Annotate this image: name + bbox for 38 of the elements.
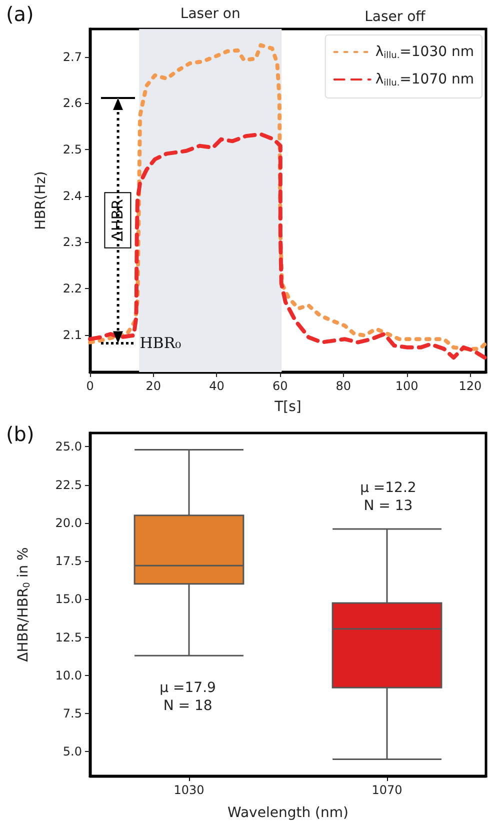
y-tick-label: 12.5 [55,630,82,644]
y-tick-label: 2.1 [62,328,82,342]
x-tick-label: 1030 [174,783,204,797]
y-tick-label: 7.5 [62,706,82,720]
text: (a) [6,2,34,26]
x-axis-title: T[s] [274,399,302,415]
y-tick-label: 10.0 [55,668,82,682]
line-series [88,43,487,351]
x-tick-label: 80 [336,379,352,393]
y-axis-title: HBR(Hz) [33,171,49,230]
x-tick-label: 120 [458,379,482,393]
line-series [88,132,487,360]
y-tick-label: 20.0 [55,516,82,530]
y-tick-label: 2.3 [62,235,82,250]
x-tick-label: 1070 [372,783,402,797]
y-tick-label: 2.2 [62,282,82,296]
annotation: μ =17.9 N = 18 [160,680,216,714]
x-tick-label: 0 [86,379,94,393]
text: Laser off [364,9,426,25]
x-axis-title: Wavelength (nm) [228,805,348,821]
y-tick-label: 22.5 [55,478,82,492]
annotation: HBR₀ [140,334,182,352]
y-tick-label: 2.7 [62,50,82,64]
x-tick-label: 100 [395,379,418,393]
x-tick-label: 60 [272,379,288,393]
x-tick-label: 40 [209,379,224,393]
y-tick-label: 25.0 [55,440,82,454]
y-tick-label: 15.0 [55,592,82,606]
y-axis-title: ΔHBR/HBR0 in % [16,547,32,662]
annotation: μ =12.2 N = 13 [360,480,416,514]
text: (b) [6,422,34,446]
y-tick-label: 17.5 [55,554,82,568]
y-tick-label: 2.6 [62,96,82,110]
x-tick-label: 20 [146,379,161,393]
band-label: Laser on [180,6,240,22]
y-tick-label: 2.4 [62,188,82,203]
y-tick-label: 5.0 [62,744,82,759]
y-tick-label: 2.5 [62,142,82,157]
